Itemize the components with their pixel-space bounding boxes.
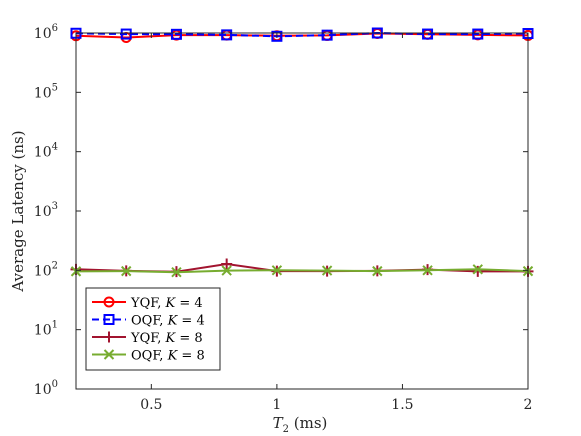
x-tick-label: 1 — [272, 397, 281, 413]
series-2-point — [170, 28, 182, 40]
series-4-point — [372, 265, 383, 277]
x-axis-label-subscript: 2 — [283, 424, 289, 435]
series-2-point — [472, 28, 484, 40]
y-tick-label: 101 — [34, 320, 58, 339]
series-4-point — [171, 266, 182, 278]
y-tick-label: 102 — [34, 260, 58, 279]
series-2-point — [321, 29, 333, 41]
tick-labels: 0.5 1 1.5 2 100 101 102 103 104 105 106 — [34, 23, 533, 413]
legend-marker — [103, 314, 115, 325]
legend-label: YQF, K = 8 — [130, 331, 203, 346]
series-3-point — [221, 258, 233, 270]
legend-marker — [103, 349, 115, 360]
y-axis-label: Average Latency (ns) — [9, 130, 27, 292]
x-axis-label-symbol: T — [273, 414, 284, 432]
series-4-point — [422, 265, 433, 276]
y-tick-label: 104 — [34, 142, 58, 161]
series-4-line — [75, 268, 529, 274]
legend-item-3: YQF, K = 8 — [92, 331, 203, 346]
legend-item-1: YQF, K = 4 — [92, 296, 203, 311]
legend-item-4: OQF, K = 8 — [92, 349, 205, 364]
x-axis-label-unit: (ms) — [289, 414, 327, 432]
axes-layer — [75, 32, 529, 390]
legend-marker — [103, 296, 115, 308]
series-4-point — [271, 265, 283, 276]
series-3-point — [472, 265, 484, 277]
y-tick-label: 105 — [34, 82, 58, 101]
y-tick-label: 100 — [34, 379, 58, 398]
legend-label: OQF, K = 4 — [131, 314, 205, 329]
series-4-point — [321, 265, 333, 276]
y-tick-label: 106 — [34, 23, 58, 42]
x-tick-label: 0.5 — [140, 397, 162, 413]
series-2-point — [221, 29, 233, 41]
x-axis-label: T2 (ms) — [273, 414, 328, 435]
y-tick-label: 103 — [34, 201, 58, 220]
series-2-point — [120, 28, 132, 40]
series-2-point — [422, 28, 434, 40]
series-2-line — [75, 31, 529, 38]
legend-marker — [103, 331, 115, 343]
legend-label: YQF, K = 4 — [130, 296, 203, 311]
series-4 — [70, 264, 534, 278]
x-tick-label: 1.5 — [391, 397, 413, 413]
legend-label: OQF, K = 8 — [131, 349, 205, 364]
x-tick-label: 2 — [524, 397, 533, 413]
legend: YQF, K = 4 OQF, K = 4 YQF, K = 8 OQF, K = 8 — [85, 287, 221, 371]
series-4-point — [221, 265, 232, 276]
series-4-point — [121, 265, 132, 277]
series-4-point — [472, 264, 483, 275]
legend-item-2: OQF, K = 4 — [92, 314, 205, 329]
series-2-point — [271, 30, 283, 42]
